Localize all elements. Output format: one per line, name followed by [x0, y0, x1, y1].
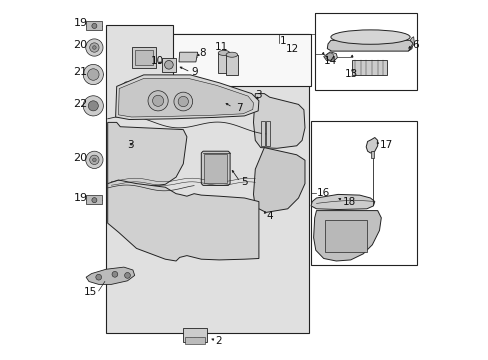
Polygon shape: [107, 122, 186, 188]
Circle shape: [178, 96, 188, 107]
Bar: [183, 328, 206, 342]
Polygon shape: [179, 52, 197, 62]
Bar: [132, 47, 155, 68]
Bar: [265, 121, 270, 146]
Text: 22: 22: [73, 99, 87, 109]
Bar: [86, 195, 102, 204]
Circle shape: [87, 69, 99, 80]
Polygon shape: [407, 37, 413, 51]
Bar: [218, 53, 229, 73]
Polygon shape: [118, 82, 234, 109]
Bar: [314, 13, 416, 90]
Polygon shape: [115, 75, 258, 120]
Text: 1: 1: [279, 36, 286, 46]
Circle shape: [148, 91, 168, 111]
Bar: [225, 55, 237, 75]
Text: 9: 9: [191, 67, 198, 77]
Text: 5: 5: [241, 177, 247, 187]
Circle shape: [152, 95, 163, 106]
Text: 13: 13: [344, 69, 357, 79]
Circle shape: [89, 43, 99, 52]
Polygon shape: [366, 138, 377, 153]
Polygon shape: [326, 40, 412, 51]
Bar: [260, 121, 264, 146]
Circle shape: [92, 158, 96, 162]
Text: 7: 7: [236, 103, 243, 113]
Bar: [352, 60, 386, 75]
Text: 12: 12: [285, 44, 299, 54]
Circle shape: [92, 198, 97, 203]
Circle shape: [174, 92, 192, 111]
Circle shape: [92, 23, 97, 28]
Circle shape: [112, 271, 118, 277]
Polygon shape: [107, 180, 258, 261]
Text: 19: 19: [73, 193, 87, 203]
Text: 18: 18: [342, 197, 355, 207]
Polygon shape: [323, 52, 337, 61]
Polygon shape: [253, 94, 305, 148]
Circle shape: [85, 151, 103, 168]
Text: 15: 15: [84, 287, 97, 297]
Text: 3: 3: [126, 140, 133, 150]
Text: 10: 10: [151, 56, 163, 66]
Ellipse shape: [225, 52, 237, 57]
Circle shape: [89, 155, 99, 165]
Text: 2: 2: [215, 336, 222, 346]
Text: 19: 19: [73, 18, 87, 28]
Bar: [162, 58, 176, 72]
Ellipse shape: [218, 50, 229, 55]
Text: 21: 21: [73, 67, 87, 77]
Bar: [370, 151, 374, 158]
Polygon shape: [86, 267, 134, 284]
Circle shape: [83, 96, 103, 116]
Bar: [134, 50, 152, 65]
Polygon shape: [313, 211, 381, 261]
Text: 17: 17: [379, 140, 392, 150]
Text: 20: 20: [73, 153, 87, 163]
Bar: [204, 154, 227, 183]
Circle shape: [88, 101, 98, 111]
Circle shape: [164, 60, 173, 69]
Polygon shape: [201, 151, 230, 185]
Circle shape: [92, 46, 96, 49]
Circle shape: [326, 53, 333, 60]
Text: 3: 3: [255, 90, 262, 100]
Text: 4: 4: [265, 211, 272, 221]
Text: 8: 8: [199, 48, 206, 58]
Bar: [325, 220, 366, 252]
Bar: [172, 34, 310, 86]
Circle shape: [124, 273, 130, 278]
Circle shape: [96, 274, 102, 280]
Bar: [310, 121, 416, 265]
Bar: [86, 21, 102, 30]
Polygon shape: [106, 25, 309, 333]
Ellipse shape: [330, 30, 409, 44]
Polygon shape: [310, 194, 374, 210]
Text: 20: 20: [73, 40, 87, 50]
Bar: [185, 337, 204, 344]
Polygon shape: [118, 78, 253, 117]
Text: 6: 6: [411, 40, 418, 50]
Text: 11: 11: [215, 42, 228, 52]
Text: 16: 16: [316, 188, 329, 198]
Circle shape: [83, 64, 103, 85]
Circle shape: [85, 39, 103, 56]
Text: 14: 14: [323, 56, 336, 66]
Polygon shape: [253, 148, 305, 212]
